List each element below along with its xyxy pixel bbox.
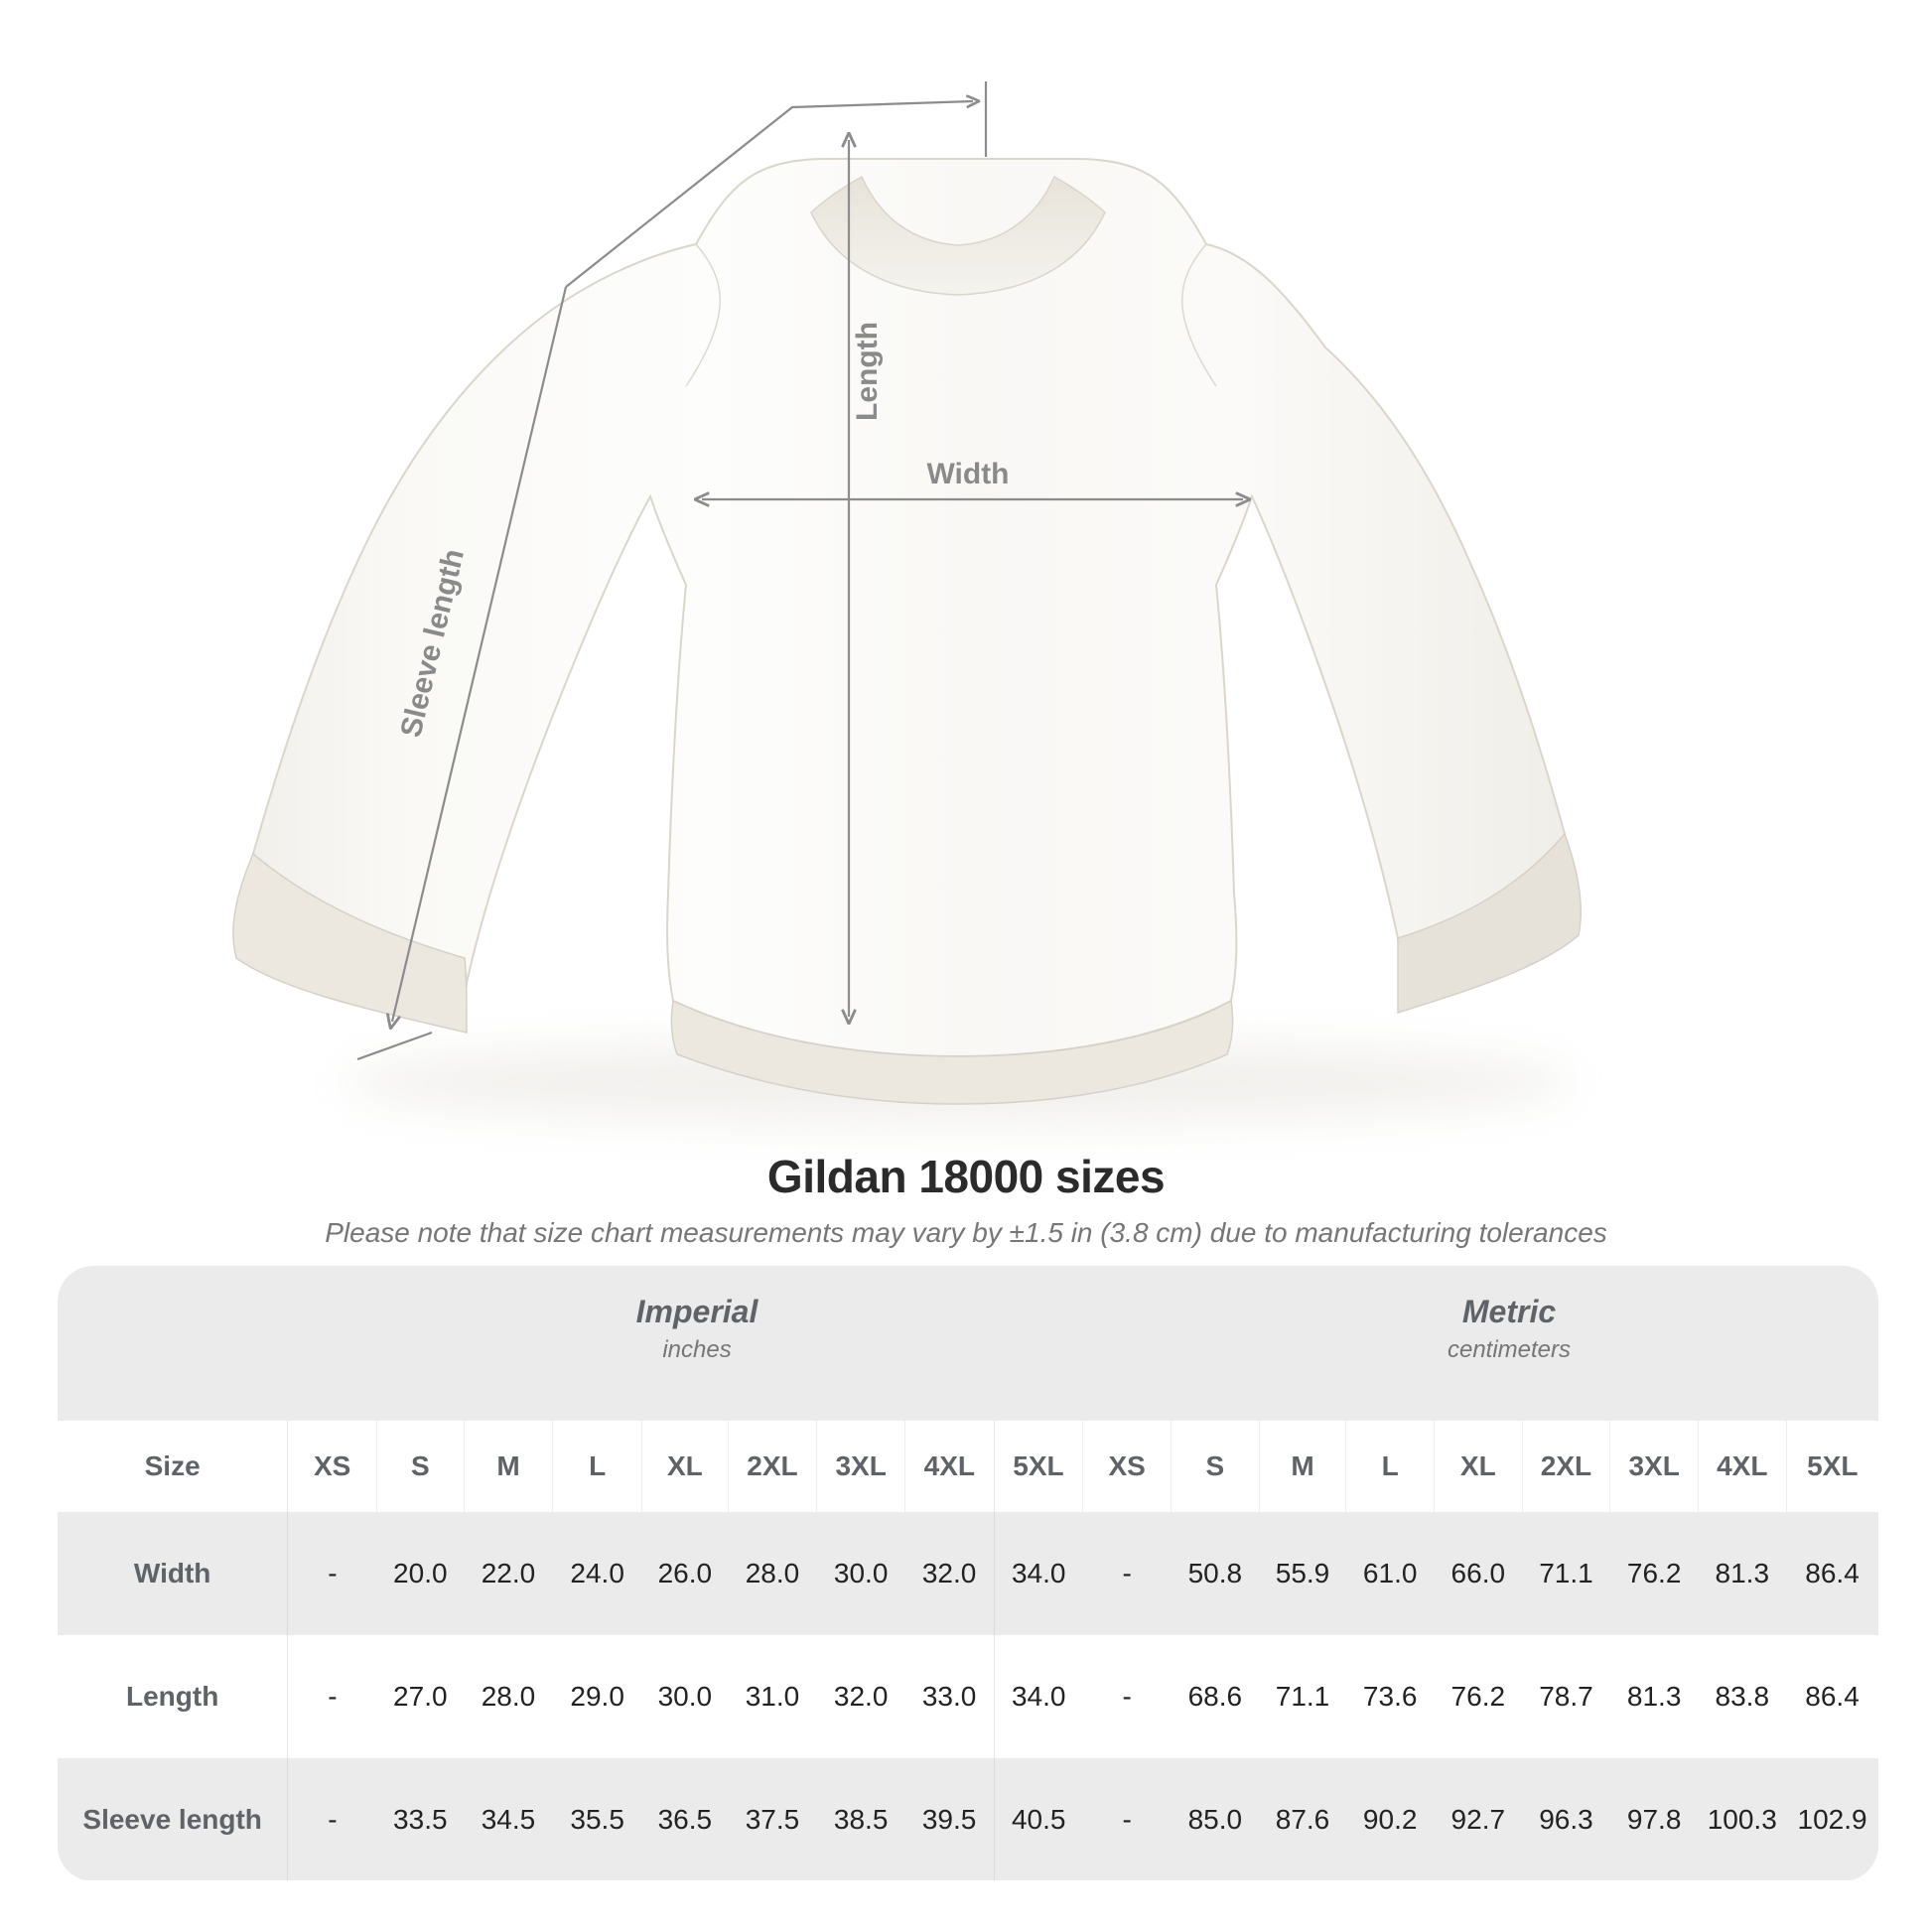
svg-text:Width: Width bbox=[926, 458, 1009, 490]
svg-text:Length: Length bbox=[851, 322, 884, 421]
